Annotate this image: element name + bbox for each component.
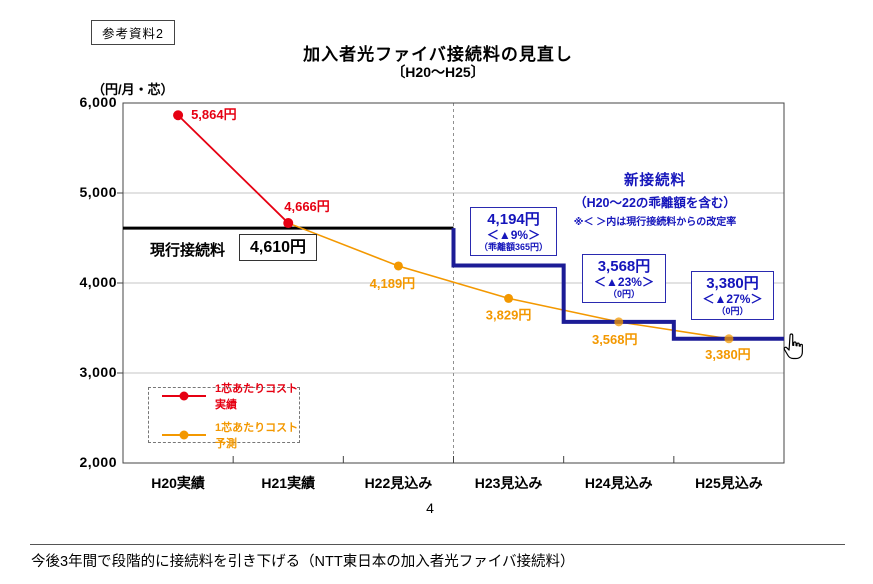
annotation-note: （乖離額365円） xyxy=(478,242,549,252)
new-fee-subtitle: （H20～22の乖離額を含む） xyxy=(574,196,736,210)
chart-legend: 1芯あたりコスト実績 1芯あたりコスト予測 xyxy=(148,383,300,450)
y-axis-tick-label: 4,000 xyxy=(79,274,117,290)
annotation-note: （0円） xyxy=(716,306,749,316)
new-fee-note: ※＜ ＞内は現行接続料からの改定率 xyxy=(573,217,737,228)
hand-cursor-icon xyxy=(783,333,803,360)
y-axis-tick-label: 2,000 xyxy=(79,454,117,470)
forecast-data-point xyxy=(724,334,734,344)
x-axis-category-label: H25見込み xyxy=(695,475,763,491)
current-fee-label: 現行接続料 xyxy=(150,242,226,259)
data-point-label: 3,380円 xyxy=(705,347,751,362)
y-axis-tick-label: 3,000 xyxy=(79,364,117,380)
data-point-label: 4,666円 xyxy=(284,199,330,214)
legend-series-label: 1芯あたりコスト実績 xyxy=(215,382,299,411)
annotation-note: （0円） xyxy=(607,289,640,299)
annotation-price: 3,568円 xyxy=(597,258,651,275)
x-axis-category-label: H23見込み xyxy=(474,475,543,491)
x-axis-category-label: H20実績 xyxy=(151,475,205,491)
new-fee-step-line xyxy=(451,228,784,341)
actual-cost-line xyxy=(177,114,289,224)
actual-data-point xyxy=(173,110,184,121)
x-axis-category-label: H22見込み xyxy=(364,475,433,491)
data-point-label: 3,568円 xyxy=(592,332,638,347)
legend-item-forecast: 1芯あたりコスト予測 xyxy=(149,419,299,451)
actual-data-point xyxy=(283,218,294,229)
caption-text: 今後3年間で段階的に接続料を引き下げる（NTT東日本の加入者光ファイバ接続料） xyxy=(31,554,575,570)
reference-label: 参考資料2 xyxy=(91,20,175,45)
legend-item-actual: 1芯あたりコスト実績 xyxy=(149,380,299,412)
y-axis-tick-label: 6,000 xyxy=(79,94,117,110)
data-point-label: 4,189円 xyxy=(370,276,416,291)
legend-line-red-icon xyxy=(162,391,206,400)
data-point-label: 5,864円 xyxy=(191,107,237,122)
annotation-box-h25: 3,380円 ＜▲27%＞ （0円） xyxy=(691,271,774,320)
new-fee-heading: 新接続料 （H20～22の乖離額を含む） ※＜ ＞内は現行接続料からの改定率 xyxy=(500,169,810,228)
annotation-price: 3,380円 xyxy=(706,275,759,292)
annotation-box-h23: 4,194円 ＜▲9%＞ （乖離額365円） xyxy=(470,207,557,256)
page-title: 加入者光ファイバ接続料の見直し xyxy=(303,45,573,64)
page-number: 4 xyxy=(426,500,434,516)
new-fee-title: 新接続料 xyxy=(624,173,686,189)
legend-series-label: 1芯あたりコスト予測 xyxy=(215,421,299,450)
legend-dot-red-icon xyxy=(179,391,189,400)
y-axis-unit-label: （円/月・芯） xyxy=(92,82,174,97)
x-axis-category-label: H21実績 xyxy=(261,475,316,491)
annotation-rate: ＜▲27%＞ xyxy=(702,292,763,306)
legend-line-orange-icon xyxy=(162,430,206,439)
current-fee-value-box: 4,610円 xyxy=(239,234,317,261)
annotation-rate: ＜▲9%＞ xyxy=(486,228,541,242)
caption-divider xyxy=(30,544,845,545)
y-axis-tick-label: 5,000 xyxy=(79,184,117,200)
x-axis-category-label: H24見込み xyxy=(584,475,653,491)
annotation-price: 4,194円 xyxy=(487,211,540,228)
forecast-data-point xyxy=(504,293,514,303)
page-subtitle: 〔H20～H25〕 xyxy=(391,64,485,80)
legend-dot-orange-icon xyxy=(179,430,189,439)
annotation-rate: ＜▲23%＞ xyxy=(594,275,654,289)
forecast-data-point xyxy=(393,261,403,271)
annotation-box-h24: 3,568円 ＜▲23%＞ （0円） xyxy=(582,254,666,303)
forecast-data-point xyxy=(614,317,624,327)
data-point-label: 3,829円 xyxy=(486,307,532,322)
